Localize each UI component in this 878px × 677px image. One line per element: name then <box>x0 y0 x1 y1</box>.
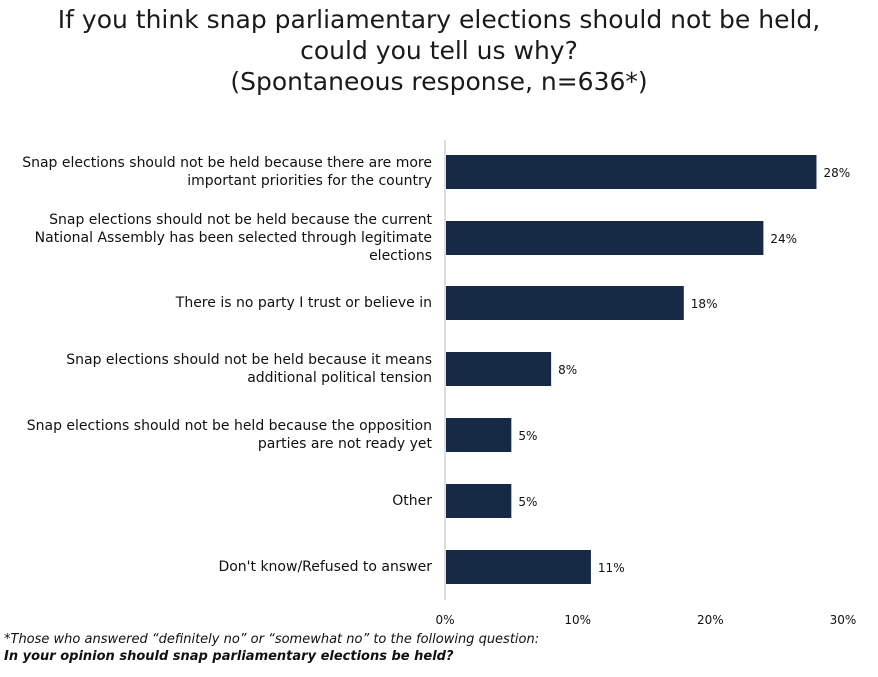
category-label-line: There is no party I trust or believe in <box>175 295 432 311</box>
bar-value-label: 28% <box>823 166 850 180</box>
bar <box>446 484 512 518</box>
chart-title-line: could you tell us why? <box>300 36 578 65</box>
bar-value-label: 5% <box>518 495 537 509</box>
bar <box>446 221 764 255</box>
x-tick-label: 10% <box>564 613 591 627</box>
bar-value-label: 5% <box>518 429 537 443</box>
category-label: Snap elections should not be held becaus… <box>2 211 432 265</box>
category-label-line: additional political tension <box>247 370 432 386</box>
bar <box>446 352 552 386</box>
bar <box>446 286 684 320</box>
category-label-line: parties are not ready yet <box>257 436 432 452</box>
bar <box>446 550 591 584</box>
category-label-line: important priorities for the country <box>187 173 432 189</box>
footnote-definition: *Those who answered “definitely no” or “… <box>4 632 540 647</box>
category-label-line: Snap elections should not be held becaus… <box>66 352 432 368</box>
category-label-line: Other <box>392 493 432 509</box>
bar-value-label: 11% <box>598 561 625 575</box>
category-label-line: Snap elections should not be held becaus… <box>49 212 432 228</box>
bar-value-label: 24% <box>770 232 797 246</box>
category-label: Don't know/Refused to answer <box>2 558 432 576</box>
category-label: Snap elections should not be held becaus… <box>2 417 432 453</box>
category-label-line: Snap elections should not be held becaus… <box>26 418 432 434</box>
bar <box>446 418 512 452</box>
footnote-question: In your opinion should snap parliamentar… <box>4 649 454 664</box>
chart-title-line: (Spontaneous response, n=636*) <box>230 67 648 96</box>
category-label: There is no party I trust or believe in <box>2 294 432 312</box>
x-tick-label: 20% <box>697 613 724 627</box>
bar-value-label: 18% <box>691 297 718 311</box>
category-label: Snap elections should not be held becaus… <box>2 154 432 190</box>
category-label: Snap elections should not be held becaus… <box>2 351 432 387</box>
chart-title-line: If you think snap parliamentary election… <box>57 5 821 34</box>
bar <box>446 155 817 189</box>
category-label-line: Snap elections should not be held becaus… <box>22 155 432 171</box>
category-label: Other <box>2 492 432 510</box>
chart-title: If you think snap parliamentary election… <box>0 4 878 97</box>
bar-value-label: 8% <box>558 363 577 377</box>
category-label-line: National Assembly has been selected thro… <box>34 230 432 246</box>
x-tick-label: 0% <box>435 613 454 627</box>
category-label-line: elections <box>369 248 432 264</box>
x-tick-label: 30% <box>830 613 857 627</box>
category-label-line: Don't know/Refused to answer <box>218 559 432 575</box>
